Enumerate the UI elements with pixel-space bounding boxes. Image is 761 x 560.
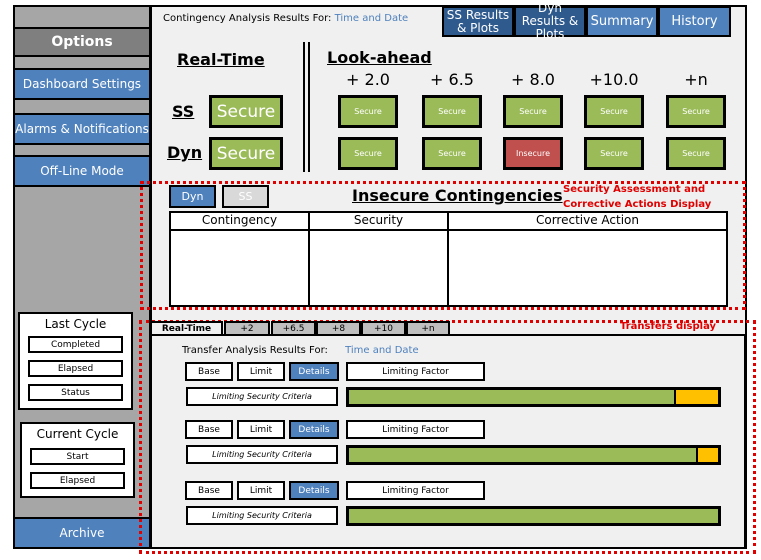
lookahead-dyn-status[interactable]: Secure [666,137,726,170]
details-button[interactable]: Details [289,420,339,439]
details-button[interactable]: Details [289,481,339,500]
ss-label: SS [172,102,195,121]
tab-ss-results-plots[interactable]: SS Results & Plots [442,6,514,37]
sidebar-item-offline-mode[interactable]: Off-Line Mode [15,155,149,187]
transfer-tab[interactable]: Real-Time [150,321,223,335]
archive-button[interactable]: Archive [15,517,149,547]
details-button[interactable]: Details [289,362,339,381]
transfer-tab[interactable]: +8 [316,321,361,335]
limit-button[interactable]: Limit [237,481,285,500]
current-cycle-panel: Current Cycle Start Elapsed [20,422,135,498]
realtime-title: Real-Time [177,50,265,69]
base-button[interactable]: Base [185,420,233,439]
last-cycle-elapsed: Elapsed [28,360,123,377]
lookahead-ss-status[interactable]: Secure [666,95,726,128]
last-cycle-panel: Last Cycle Completed Elapsed Status [18,312,133,410]
insecure-contingencies-title: Insecure Contingencies [352,186,563,205]
ss-toggle-button[interactable]: SS [222,185,269,208]
column-divider [447,231,449,305]
lookahead-dyn-status[interactable]: Secure [338,137,398,170]
transfer-progress-bar [346,387,721,407]
transfer-header-label: Transfer Analysis Results For: [182,345,328,356]
current-cycle-elapsed: Elapsed [30,472,125,489]
limit-button[interactable]: Limit [237,362,285,381]
transfer-header: Transfer Analysis Results For: Time and … [182,345,419,356]
transfer-progress-bar [346,445,721,465]
current-cycle-title: Current Cycle [36,427,119,441]
sidebar: Options Dashboard Settings Alarms & Noti… [13,5,151,549]
column-header-security: Security [310,213,449,231]
lookahead-ss-status[interactable]: Secure [503,95,563,128]
contingency-header-time: Time and Date [334,13,409,24]
base-button[interactable]: Base [185,481,233,500]
transfers-annotation: Transfers display [620,321,717,332]
tab-summary[interactable]: Summary [586,6,658,37]
transfer-tab[interactable]: +2 [224,321,270,335]
realtime-dyn-status[interactable]: Secure [209,137,283,170]
horizon-label: + 6.5 [430,70,474,89]
options-header: Options [15,27,149,57]
transfer-header-time: Time and Date [345,345,419,356]
transfer-tab[interactable]: +10 [361,321,406,335]
dyn-label: Dyn [167,143,203,162]
last-cycle-status: Status [28,384,123,401]
lookahead-dyn-status[interactable]: Secure [584,137,644,170]
current-cycle-start: Start [30,448,125,465]
security-assessment-annotation: Security Assessment and Corrective Actio… [563,184,712,210]
transfer-margin-fill [673,390,718,404]
limit-button[interactable]: Limit [237,420,285,439]
tab-history[interactable]: History [658,6,731,37]
contingency-header-label: Contingency Analysis Results For: [163,13,332,24]
limiting-security-criteria-field: Limiting Security Criteria [186,506,338,525]
horizon-label: +10.0 [589,70,639,89]
lookahead-dyn-status[interactable]: Secure [422,137,482,170]
sidebar-item-dashboard-settings[interactable]: Dashboard Settings [15,68,149,100]
lookahead-dyn-status[interactable]: Insecure [503,137,563,170]
lookahead-ss-status[interactable]: Secure [584,95,644,128]
limiting-security-criteria-field: Limiting Security Criteria [186,387,338,406]
last-cycle-title: Last Cycle [44,317,107,331]
section-divider [303,42,310,172]
security-assessment-region [140,181,746,310]
transfer-margin-fill [695,448,718,462]
lookahead-ss-status[interactable]: Secure [422,95,482,128]
base-button[interactable]: Base [185,362,233,381]
limiting-factor-field: Limiting Factor [346,481,485,500]
transfer-progress-bar [346,506,721,526]
column-header-corrective-action: Corrective Action [449,213,726,231]
limiting-factor-field: Limiting Factor [346,420,485,439]
horizon-label: + 8.0 [511,70,555,89]
limiting-security-criteria-field: Limiting Security Criteria [186,445,338,464]
insecure-contingencies-table: Contingency Security Corrective Action [169,211,728,307]
transfer-tab[interactable]: +6.5 [271,321,316,335]
lookahead-ss-status[interactable]: Secure [338,95,398,128]
sidebar-item-alarms-notifications[interactable]: Alarms & Notifications [15,113,149,145]
column-divider [308,231,310,305]
horizon-label: +n [684,70,708,89]
dyn-toggle-button[interactable]: Dyn [169,185,216,208]
column-header-contingency: Contingency [171,213,310,231]
realtime-ss-status[interactable]: Secure [209,95,283,128]
horizon-label: + 2.0 [346,70,390,89]
limiting-factor-field: Limiting Factor [346,362,485,381]
tab-dyn-results-plots[interactable]: Dyn Results & Plots [514,2,586,41]
last-cycle-completed: Completed [28,336,123,353]
transfer-tab[interactable]: +n [406,321,450,335]
contingency-header: Contingency Analysis Results For: Time a… [163,13,408,24]
lookahead-title: Look-ahead [327,48,432,67]
